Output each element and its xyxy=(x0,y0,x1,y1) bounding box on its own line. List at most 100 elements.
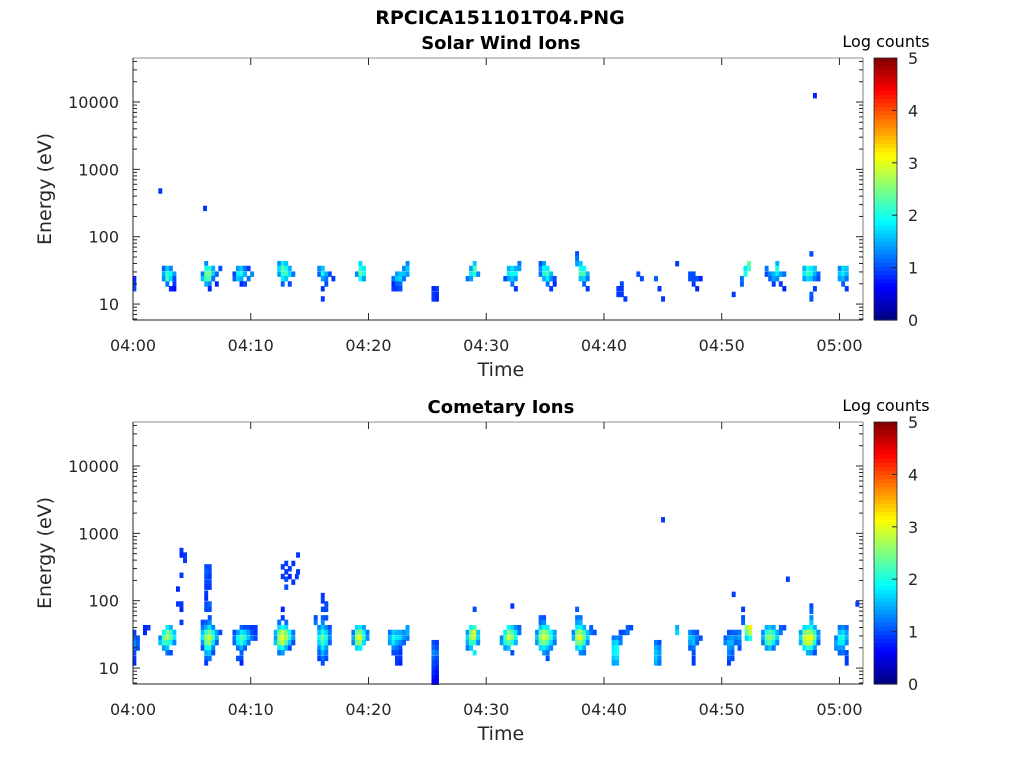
heatmap-cell xyxy=(764,624,769,631)
heatmap-cell xyxy=(506,635,511,641)
heatmap-cell xyxy=(239,281,244,287)
heatmap-cell xyxy=(730,645,735,651)
heatmap-cell xyxy=(841,629,846,636)
heatmap-cell xyxy=(611,660,616,666)
heatmap-cell xyxy=(132,286,137,292)
colorbar-segment xyxy=(874,274,897,280)
heatmap-cell xyxy=(542,650,547,656)
colorbar-segment xyxy=(874,647,897,652)
heatmap-cell xyxy=(239,660,244,666)
heatmap-cell xyxy=(727,650,731,656)
heatmap-cell xyxy=(398,660,403,666)
heatmap-cell xyxy=(542,619,547,626)
heatmap-cell xyxy=(618,639,623,646)
x-tick-label: 05:00 xyxy=(816,336,862,355)
heatmap-cell xyxy=(431,660,436,666)
heatmap-cell xyxy=(207,639,212,646)
heatmap-cell xyxy=(280,275,285,282)
heatmap-cell xyxy=(168,265,173,272)
heatmap-cell xyxy=(287,629,292,636)
heatmap-cell xyxy=(542,624,547,631)
colorbar-segment xyxy=(874,651,897,656)
heatmap-cell xyxy=(250,271,255,277)
heatmap-cell xyxy=(280,650,285,656)
heatmap-cell xyxy=(358,645,363,651)
x-tick-label: 04:10 xyxy=(228,336,274,355)
colorbar-segment xyxy=(874,634,897,640)
colorbar-segment xyxy=(874,679,897,685)
colorbar-segment xyxy=(874,626,897,632)
heatmap-cell xyxy=(812,92,817,99)
heatmap-cell xyxy=(250,629,255,636)
colorbar-segment xyxy=(874,462,897,468)
heatmap-cell xyxy=(503,629,508,636)
heatmap-cell xyxy=(394,271,399,277)
colorbar-segment xyxy=(874,103,897,108)
heatmap-cell xyxy=(499,639,504,646)
heatmap-cell xyxy=(211,629,216,636)
heatmap-cell xyxy=(165,281,170,287)
colorbar-segment xyxy=(874,111,897,116)
heatmap-cell xyxy=(739,281,744,287)
heatmap-cell xyxy=(394,650,399,656)
colorbar-segment xyxy=(874,610,897,616)
heatmap-cell xyxy=(549,271,554,277)
heatmap-cell xyxy=(768,639,773,646)
heatmap-cell xyxy=(320,271,325,277)
heatmap-cell xyxy=(805,645,810,651)
heatmap-cell xyxy=(200,635,205,641)
heatmap-cell xyxy=(476,271,481,277)
heatmap-cell xyxy=(277,635,282,641)
colorbar-tick-label: 3 xyxy=(908,154,918,173)
heatmap-cell xyxy=(812,645,817,651)
colorbar-segment xyxy=(874,589,897,595)
heatmap-cell xyxy=(506,629,511,636)
colorbar-segment xyxy=(874,143,897,149)
heatmap-cell xyxy=(324,639,329,646)
heatmap-cell xyxy=(465,639,470,646)
colorbar-segment xyxy=(874,189,897,194)
heatmap-cell xyxy=(204,275,209,282)
heatmap-cell xyxy=(324,624,329,631)
colorbar-segment xyxy=(874,499,897,505)
heatmap-cell xyxy=(431,291,436,298)
heatmap-cell xyxy=(809,291,814,298)
heatmap-cell xyxy=(284,635,289,641)
heatmap-cell xyxy=(771,624,776,631)
heatmap-cell xyxy=(734,635,739,641)
heatmap-cell xyxy=(469,645,474,651)
heatmap-cell xyxy=(618,629,623,636)
heatmap-cell xyxy=(284,275,289,282)
colorbar-segment xyxy=(874,238,897,243)
heatmap-cell xyxy=(535,639,540,646)
heatmap-cell xyxy=(812,286,817,292)
heatmap-cell xyxy=(351,635,356,641)
heatmap-cell xyxy=(165,635,170,641)
heatmap-cell xyxy=(582,635,587,641)
heatmap-cell xyxy=(394,639,399,646)
heatmap-cell xyxy=(510,629,515,636)
heatmap-cell xyxy=(280,260,285,267)
heatmap-cell xyxy=(503,275,508,282)
heatmap-cell xyxy=(469,629,474,636)
colorbar-segment xyxy=(874,197,897,202)
colorbar-tick-label: 4 xyxy=(908,101,918,120)
colorbar-segment xyxy=(874,229,897,235)
heatmap-cell xyxy=(802,265,807,272)
heatmap-cell xyxy=(236,629,240,636)
heatmap-cell xyxy=(362,275,366,282)
colorbar-frame xyxy=(873,57,898,321)
heatmap-cell xyxy=(578,629,583,636)
heatmap-cell xyxy=(472,624,477,631)
heatmap-cell xyxy=(844,265,849,272)
colorbar-segment xyxy=(874,315,897,321)
heatmap-cell xyxy=(837,645,842,651)
heatmap-cell xyxy=(775,639,780,646)
colorbar-segment xyxy=(874,434,897,439)
heatmap-cell xyxy=(744,629,749,636)
heatmap-cell xyxy=(165,624,170,631)
heatmap-cell xyxy=(207,573,212,580)
colorbar-segment xyxy=(874,467,897,472)
heatmap-cell xyxy=(510,635,515,641)
heatmap-cell xyxy=(214,635,219,641)
